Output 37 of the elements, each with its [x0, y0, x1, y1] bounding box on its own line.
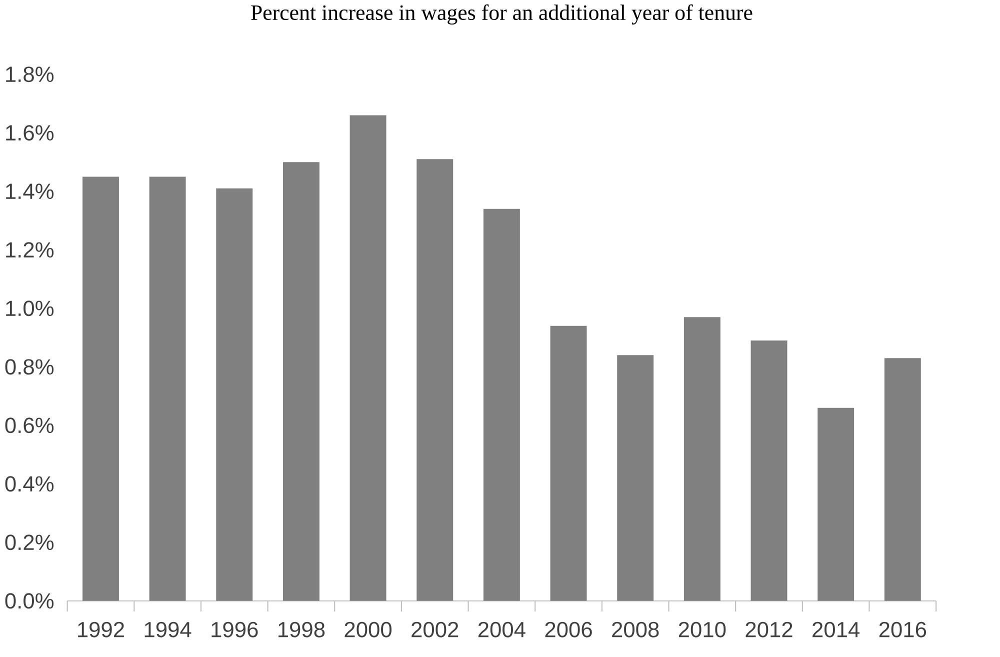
x-tick-label: 2006	[545, 622, 592, 638]
bar	[82, 176, 119, 602]
x-tick-label: 1994	[144, 622, 192, 638]
x-tick-label: 1996	[212, 622, 258, 638]
bar	[282, 162, 320, 602]
bar	[550, 326, 587, 602]
x-tick-label: 1998	[278, 622, 325, 638]
y-tick-label: 0.2%	[5, 534, 54, 550]
y-tick-label: 0.6%	[5, 418, 54, 434]
y-tick-label: 1.0%	[6, 300, 54, 316]
bar	[483, 209, 520, 602]
x-tick-label: 2008	[612, 622, 659, 638]
x-tick-label: 2010	[678, 622, 726, 638]
x-tick-label: 2000	[344, 622, 392, 638]
bar	[884, 358, 921, 602]
y-tick-label: 1.2%	[6, 242, 54, 258]
bar	[416, 159, 454, 602]
bar	[149, 176, 186, 602]
y-tick-label: 0.8%	[5, 359, 54, 375]
x-tick-label: 2012	[746, 622, 792, 638]
bar	[216, 188, 253, 602]
x-tick-label: 2014	[812, 622, 860, 638]
bar	[750, 340, 788, 602]
y-tick-label: 1.8%	[6, 66, 54, 82]
bar	[617, 355, 654, 602]
y-tick-label: 1.4%	[6, 184, 54, 200]
y-tick-label: 0.4%	[5, 476, 54, 492]
x-tick-label: 2002	[412, 622, 458, 638]
bar	[350, 115, 386, 602]
y-tick-label: 1.6%	[6, 125, 54, 141]
bar	[818, 408, 854, 602]
x-tick-label: 2016	[879, 622, 926, 638]
y-tick-label: 0.0%	[5, 593, 54, 609]
x-tick-label: 1992	[78, 622, 124, 638]
x-tick-label: 2004	[478, 622, 526, 638]
chart-title: Percent increase in wages for an additional year of tenure	[251, 4, 752, 25]
bar	[684, 317, 720, 602]
